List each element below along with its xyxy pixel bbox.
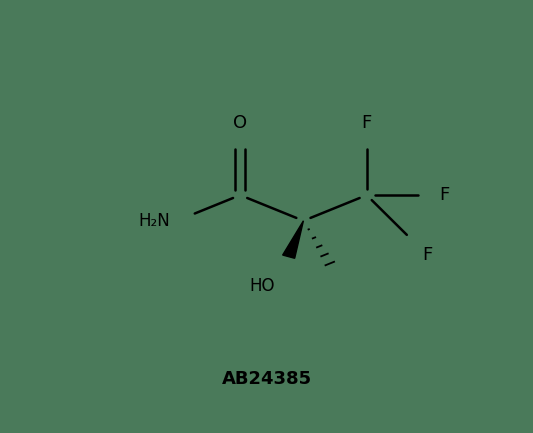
Text: AB24385: AB24385 xyxy=(221,370,312,388)
Text: H₂N: H₂N xyxy=(139,212,171,230)
Text: F: F xyxy=(440,186,450,204)
Text: F: F xyxy=(422,246,432,265)
Text: HO: HO xyxy=(249,277,274,295)
Text: O: O xyxy=(233,114,247,132)
Polygon shape xyxy=(282,221,303,258)
Text: F: F xyxy=(361,114,372,132)
